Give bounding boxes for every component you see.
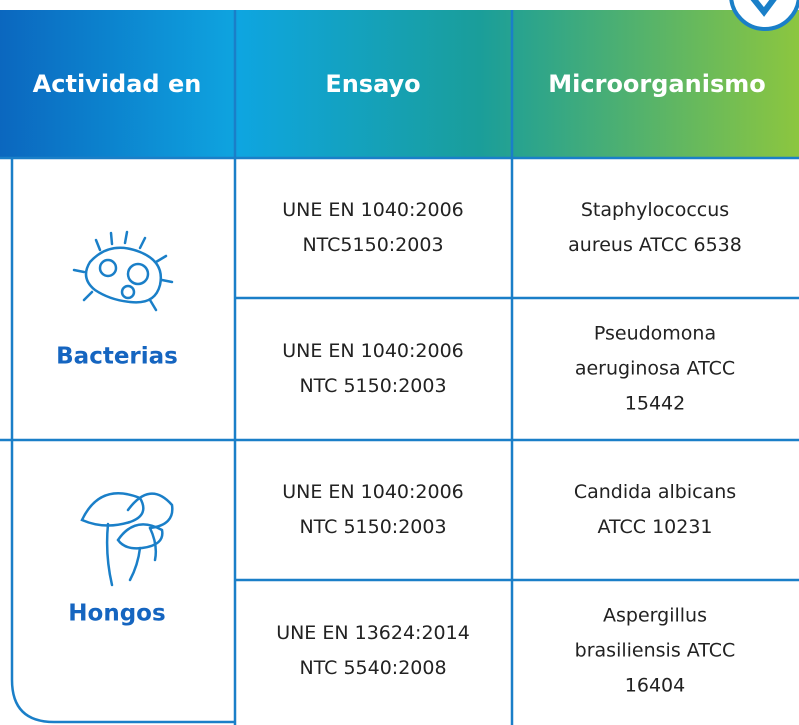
ensayo-text: UNE EN 1040:2006 bbox=[282, 481, 464, 503]
group-label: Hongos bbox=[68, 601, 165, 627]
ensayo-text: UNE EN 13624:2014 bbox=[276, 622, 470, 644]
microorganism-text: aureus ATCC 6538 bbox=[568, 234, 742, 256]
microorganism-text: Aspergillus bbox=[603, 605, 707, 627]
ensayo-text: NTC 5150:2003 bbox=[299, 375, 446, 397]
microorganism-text: brasiliensis ATCC bbox=[575, 640, 736, 662]
header-band bbox=[0, 10, 799, 158]
column-header: Ensayo bbox=[325, 70, 420, 98]
column-header: Microorganismo bbox=[548, 70, 765, 98]
microorganism-text: ATCC 10231 bbox=[597, 516, 712, 538]
ensayo-text: NTC 5150:2003 bbox=[299, 516, 446, 538]
microorganism-text: 15442 bbox=[625, 393, 685, 415]
logo-check bbox=[750, 0, 777, 17]
microorganism-text: Staphylococcus bbox=[581, 199, 729, 221]
microorganism-text: aeruginosa ATCC bbox=[575, 358, 735, 380]
fungi-icon bbox=[80, 492, 174, 587]
ensayo-text: UNE EN 1040:2006 bbox=[282, 199, 464, 221]
column-header: Actividad en bbox=[33, 70, 202, 98]
microorganism-text: 16404 bbox=[625, 675, 685, 697]
ensayo-text: NTC 5540:2008 bbox=[299, 657, 446, 679]
group-label: Bacterias bbox=[56, 344, 178, 370]
microorganism-text: Candida albicans bbox=[574, 481, 736, 503]
ensayo-text: NTC5150:2003 bbox=[302, 234, 443, 256]
bacteria-icon bbox=[72, 230, 174, 312]
ensayo-text: UNE EN 1040:2006 bbox=[282, 340, 464, 362]
microorganism-text: Pseudomona bbox=[594, 323, 716, 345]
grid bbox=[0, 10, 799, 725]
